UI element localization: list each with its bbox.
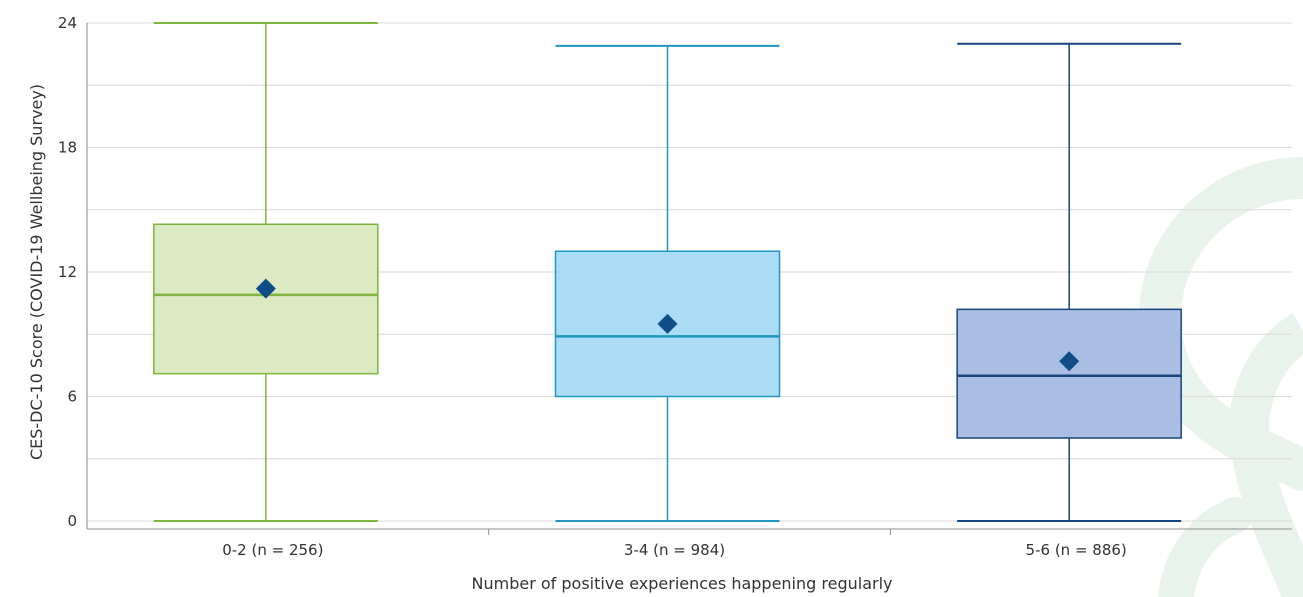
y-tick-label: 18: [58, 139, 77, 157]
x-tick-label: 0-2 (n = 256): [222, 541, 323, 559]
mean-marker: [657, 313, 678, 334]
x-axis-title: Number of positive experiences happening…: [472, 574, 893, 593]
y-tick-label: 0: [67, 512, 77, 530]
watermark-swirl-tail: [1158, 497, 1253, 597]
box-group: [153, 22, 379, 522]
mean-marker: [255, 278, 276, 299]
x-tick-label: 5-6 (n = 886): [1026, 541, 1127, 559]
y-tick-label: 24: [58, 14, 77, 32]
y-tick-label: 6: [67, 388, 77, 406]
watermark-swirl-lower: [1229, 312, 1303, 597]
y-axis-title: CES-DC-10 Score (COVID-19 Wellbeing Surv…: [27, 84, 46, 460]
boxes: [153, 22, 1182, 522]
box-group: [554, 44, 781, 522]
y-tick-label: 12: [58, 263, 77, 281]
iqr-box: [153, 223, 379, 375]
iqr-box: [956, 308, 1182, 439]
box-group: [956, 42, 1182, 522]
mean-marker: [1059, 351, 1080, 372]
axes: 0 6 12 18 24 0-2 (n = 256) 3-4 (n = 984) 5-6 (n…: [58, 14, 1292, 559]
x-tick-label: 3-4 (n = 984): [624, 541, 725, 559]
